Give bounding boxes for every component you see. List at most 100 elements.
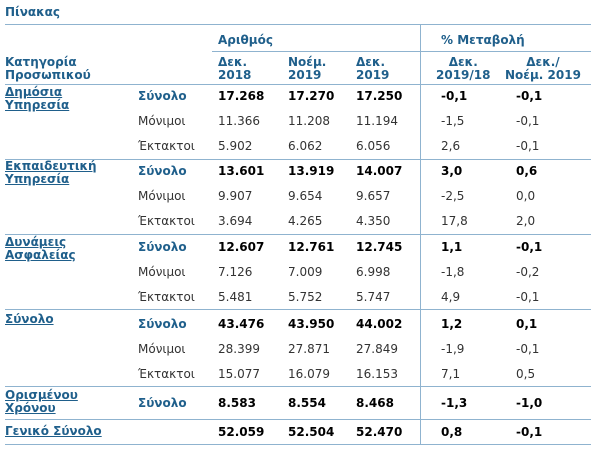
cell: 7,1 [441,367,461,381]
cell: 1,1 [441,240,463,254]
cell: 52.504 [288,425,335,439]
cell: 0,5 [516,367,536,381]
category-public-service: Δημόσια Υπηρεσία [5,85,70,112]
category-security-forces: Δυνάμεις Ασφαλείας [5,235,76,262]
cell: 6.998 [356,265,391,279]
cell: 12.745 [356,240,403,254]
cell: 27.871 [288,342,330,356]
row-label: Έκτακτοι [138,139,195,153]
cell: 15.077 [218,367,260,381]
cell: 16.079 [288,367,330,381]
row-label: Σύνολο [138,89,187,103]
cell: 0,0 [516,189,536,203]
cell: -1,3 [441,396,468,410]
cell: -0,1 [516,139,540,153]
cell: 8.554 [288,396,326,410]
cell: -1,9 [441,342,465,356]
category-total: Σύνολο [5,312,54,326]
cell: 52.059 [218,425,265,439]
cell: 17.270 [288,89,335,103]
cell: 1,2 [441,317,463,331]
divider [5,84,591,85]
cell: 27.849 [356,342,398,356]
cell: 7.126 [218,265,253,279]
cell: 7.009 [288,265,323,279]
header-col5: Δεκ./Νοέμ. 2019 [505,55,581,82]
cell: 16.153 [356,367,398,381]
header-category: Κατηγορία Προσωπικού [5,55,91,82]
divider [5,159,591,160]
cell: 0,6 [516,164,538,178]
cell: 4,9 [441,290,461,304]
cell: 11.194 [356,114,398,128]
cell: 3,0 [441,164,463,178]
cell: -0,1 [516,342,540,356]
header-col2: Νοέμ. 2019 [288,55,327,82]
cell: 44.002 [356,317,403,331]
cell: 52.470 [356,425,403,439]
cell: -1,8 [441,265,465,279]
divider [5,24,591,25]
cell: -0,1 [441,89,468,103]
cell: -0,2 [516,265,540,279]
row-label: Μόνιμοι [138,342,186,356]
cell: 11.208 [288,114,330,128]
cell: 17.268 [218,89,265,103]
cell: -1,0 [516,396,543,410]
cell: 14.007 [356,164,403,178]
cell: 8.468 [356,396,394,410]
cell: 6.062 [288,139,323,153]
cell: 43.950 [288,317,335,331]
header-group-change: % Μεταβολή [441,33,525,47]
cell: -0,1 [516,89,543,103]
cell: 4.350 [356,214,391,228]
header-col1: Δεκ. 2018 [218,55,252,82]
cell: 2,0 [516,214,536,228]
row-label: Έκτακτοι [138,290,195,304]
cell: 13.601 [218,164,265,178]
cell: 9.907 [218,189,253,203]
cell: -0,1 [516,114,540,128]
row-label: Σύνολο [138,164,187,178]
divider [5,309,591,310]
cell: 17.250 [356,89,403,103]
cell: 9.657 [356,189,391,203]
cell: 3.694 [218,214,253,228]
cell: 5.752 [288,290,323,304]
cell: -0,1 [516,240,543,254]
cell: 28.399 [218,342,260,356]
grand-total-label: Γενικό Σύνολο [5,424,102,438]
cell: -2,5 [441,189,465,203]
cell: 4.265 [288,214,323,228]
cell: 5.747 [356,290,391,304]
cell: 5.902 [218,139,253,153]
table-title: Πίνακας [5,5,61,19]
cell: 0,1 [516,317,538,331]
divider [5,444,591,445]
row-label: Έκτακτοι [138,367,195,381]
row-label: Σύνολο [138,240,187,254]
cell: -0,1 [516,425,543,439]
row-label: Μόνιμοι [138,265,186,279]
cell: 0,8 [441,425,463,439]
cell: -0,1 [516,290,540,304]
row-label: Σύνολο [138,396,187,410]
cell: 17,8 [441,214,468,228]
divider [5,386,591,387]
cell: 9.654 [288,189,323,203]
category-education-service: Εκπαιδευτική Υπηρεσία [5,159,97,186]
cell: 2,6 [441,139,461,153]
cell: 5.481 [218,290,253,304]
header-col3: Δεκ. 2019 [356,55,390,82]
cell: 11.366 [218,114,260,128]
divider [212,51,591,52]
cell: 12.607 [218,240,265,254]
cell: 8.583 [218,396,256,410]
column-divider [420,24,421,444]
divider [5,419,591,420]
row-label: Μόνιμοι [138,114,186,128]
cell: 43.476 [218,317,265,331]
cell: 13.919 [288,164,335,178]
cell: 12.761 [288,240,335,254]
divider [5,234,591,235]
